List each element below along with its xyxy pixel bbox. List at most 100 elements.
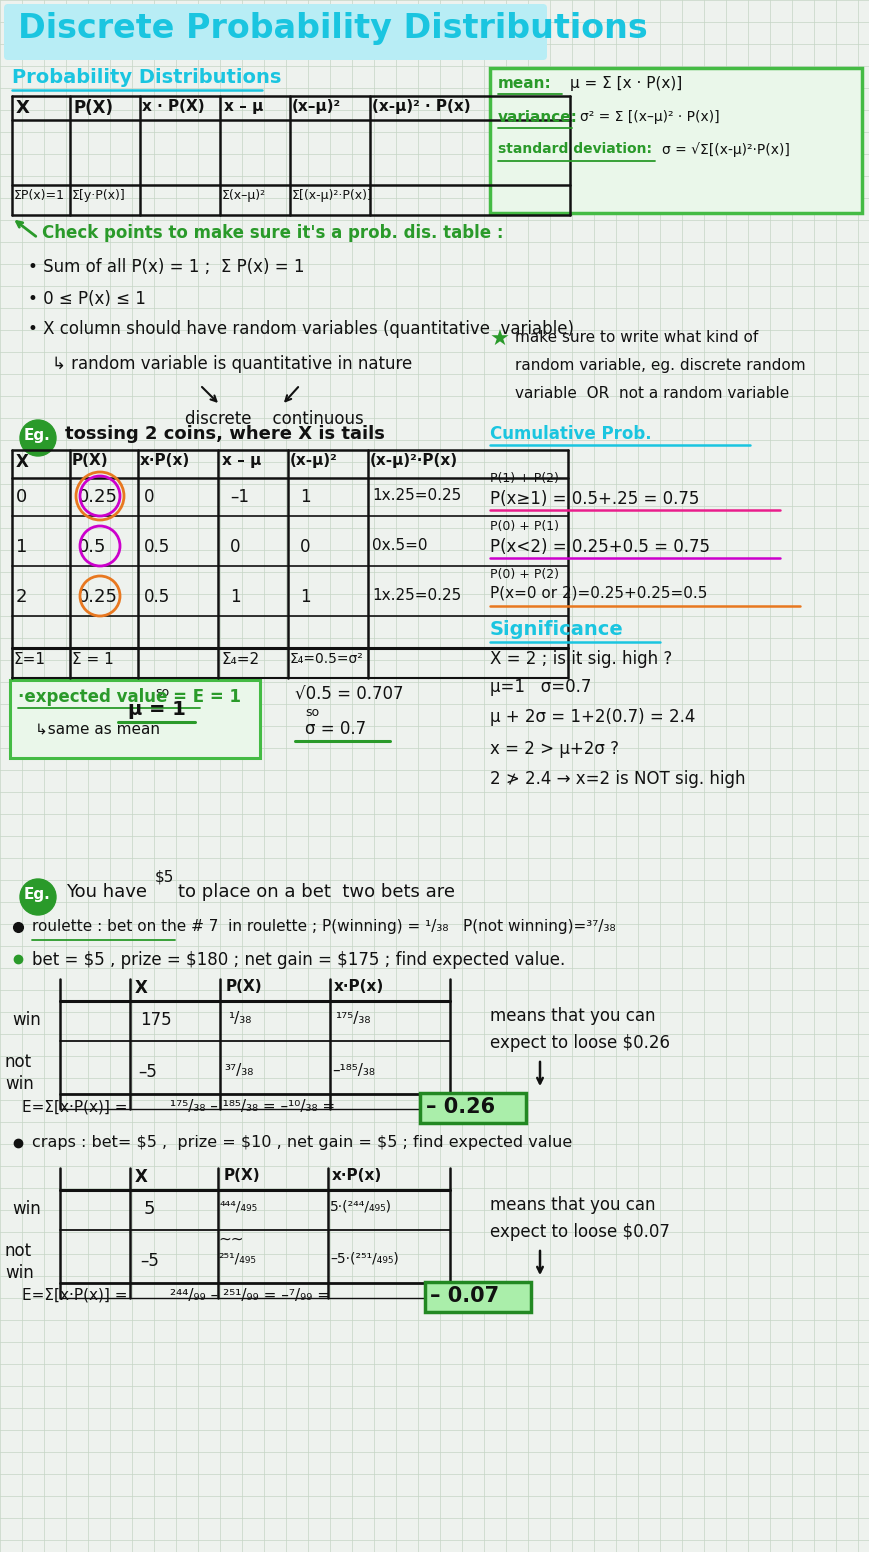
- Text: X = 2 ; is it sig. high ?: X = 2 ; is it sig. high ?: [489, 650, 672, 667]
- Text: σ = 0.7: σ = 0.7: [305, 720, 366, 739]
- Text: variable  OR  not a random variable: variable OR not a random variable: [514, 386, 788, 400]
- Text: ↳ random variable is quantitative in nature: ↳ random variable is quantitative in nat…: [52, 355, 412, 372]
- Text: ²⁴⁴/₉₉ – ²⁵¹/₉₉ = –⁷/₉₉ =: ²⁴⁴/₉₉ – ²⁵¹/₉₉ = –⁷/₉₉ =: [169, 1288, 329, 1304]
- Text: √0.5 = 0.707: √0.5 = 0.707: [295, 686, 403, 705]
- Text: win: win: [5, 1076, 34, 1093]
- Text: 5·(²⁴⁴/₄₉₅): 5·(²⁴⁴/₄₉₅): [329, 1200, 392, 1214]
- Text: Eg.: Eg.: [24, 888, 50, 902]
- Text: μ = Σ [x · P(x)]: μ = Σ [x · P(x)]: [569, 76, 681, 92]
- Text: craps : bet= $5 ,  prize = $10 , net gain = $5 ; find expected value: craps : bet= $5 , prize = $10 , net gain…: [32, 1135, 572, 1150]
- Text: ↳same as mean: ↳same as mean: [35, 722, 160, 737]
- Text: x = 2 > μ+2σ ?: x = 2 > μ+2σ ?: [489, 740, 618, 757]
- Text: x·P(x): x·P(x): [334, 979, 384, 993]
- Text: Σ=1: Σ=1: [14, 652, 46, 667]
- Text: means that you can: means that you can: [489, 1007, 654, 1024]
- Text: not: not: [5, 1242, 32, 1260]
- Text: • Sum of all P(x) = 1 ;  Σ P(x) = 1: • Sum of all P(x) = 1 ; Σ P(x) = 1: [28, 258, 304, 276]
- Text: μ=1   σ=0.7: μ=1 σ=0.7: [489, 678, 591, 695]
- Text: P(X): P(X): [226, 979, 262, 993]
- Text: σ = √Σ[(x-μ)²·P(x)]: σ = √Σ[(x-μ)²·P(x)]: [661, 141, 789, 157]
- Text: P(X): P(X): [72, 453, 109, 469]
- Text: (x-μ)² · P(x): (x-μ)² · P(x): [372, 99, 470, 113]
- Text: Σ₄=2: Σ₄=2: [222, 652, 260, 667]
- Text: – 0.26: – 0.26: [426, 1097, 494, 1117]
- Text: ¹⁷⁵/₃₈: ¹⁷⁵/₃₈: [335, 1010, 370, 1026]
- Text: 0: 0: [144, 487, 155, 506]
- Text: ²⁵¹/₄₉₅: ²⁵¹/₄₉₅: [218, 1252, 255, 1266]
- Text: ⁴⁴⁴/₄₉₅: ⁴⁴⁴/₄₉₅: [220, 1200, 258, 1214]
- Text: X: X: [135, 979, 148, 996]
- Text: X: X: [135, 1169, 148, 1186]
- Text: standard deviation:: standard deviation:: [497, 141, 651, 157]
- Text: discrete    continuous: discrete continuous: [185, 410, 363, 428]
- Text: 1x.25=0.25: 1x.25=0.25: [372, 588, 461, 604]
- Text: Check points to make sure it's a prob. dis. table :: Check points to make sure it's a prob. d…: [42, 223, 503, 242]
- Text: Σ = 1: Σ = 1: [72, 652, 114, 667]
- FancyBboxPatch shape: [489, 68, 861, 213]
- Text: X: X: [16, 453, 29, 470]
- Text: expect to loose $0.07: expect to loose $0.07: [489, 1223, 669, 1242]
- Text: ¹/₃₈: ¹/₃₈: [228, 1010, 251, 1026]
- Text: E=Σ[x·P(x)] =: E=Σ[x·P(x)] =: [22, 1288, 128, 1304]
- Text: 2: 2: [16, 588, 28, 605]
- Text: 0: 0: [229, 539, 240, 556]
- Text: P(0) + P(2): P(0) + P(2): [489, 568, 559, 580]
- Text: 0.25: 0.25: [78, 487, 118, 506]
- Text: (x-μ)²: (x-μ)²: [289, 453, 337, 469]
- Text: (x–μ)²: (x–μ)²: [292, 99, 341, 113]
- Text: 0.5: 0.5: [78, 539, 106, 556]
- Text: 5: 5: [144, 1200, 156, 1218]
- Text: P(0) + P(1): P(0) + P(1): [489, 520, 559, 532]
- Text: 1: 1: [300, 588, 310, 605]
- Text: 1: 1: [16, 539, 27, 556]
- Text: –5·(²⁵¹/₄₉₅): –5·(²⁵¹/₄₉₅): [329, 1252, 398, 1266]
- Text: P(X): P(X): [223, 1169, 261, 1183]
- Text: –¹⁸⁵/₃₈: –¹⁸⁵/₃₈: [332, 1063, 375, 1079]
- Text: E=Σ[x·P(x)] =: E=Σ[x·P(x)] =: [22, 1099, 128, 1114]
- Text: x · P(X): x · P(X): [142, 99, 204, 113]
- Text: P(x<2) = 0.25+0.5 = 0.75: P(x<2) = 0.25+0.5 = 0.75: [489, 539, 709, 556]
- Text: 0.5: 0.5: [144, 539, 170, 556]
- Text: 0.5: 0.5: [144, 588, 170, 605]
- Text: win: win: [5, 1263, 34, 1282]
- Text: P(x=0 or 2)=0.25+0.25=0.5: P(x=0 or 2)=0.25+0.25=0.5: [489, 587, 706, 601]
- Text: 0: 0: [16, 487, 27, 506]
- Text: Discrete Probability Distributions: Discrete Probability Distributions: [18, 12, 647, 45]
- Text: You have: You have: [66, 883, 147, 902]
- Circle shape: [20, 421, 56, 456]
- Text: –1: –1: [229, 487, 249, 506]
- Text: 0x.5=0: 0x.5=0: [372, 539, 427, 553]
- Text: roulette : bet on the # 7  in roulette ; P(winning) = ¹/₃₈   P(not winning)=³⁷/₃: roulette : bet on the # 7 in roulette ; …: [32, 919, 614, 934]
- Text: μ = 1: μ = 1: [128, 700, 186, 719]
- Text: means that you can: means that you can: [489, 1197, 654, 1214]
- FancyBboxPatch shape: [420, 1093, 526, 1124]
- Text: P(x≥1) = 0.5+.25 = 0.75: P(x≥1) = 0.5+.25 = 0.75: [489, 490, 699, 508]
- Text: win: win: [12, 1010, 41, 1029]
- Text: ¹⁷⁵/₃₈ – ¹⁸⁵/₃₈ = –¹⁰/₃₈ =: ¹⁷⁵/₃₈ – ¹⁸⁵/₃₈ = –¹⁰/₃₈ =: [169, 1099, 335, 1114]
- Text: 1: 1: [300, 487, 310, 506]
- Text: • X column should have random variables (quantitative  variable): • X column should have random variables …: [28, 320, 574, 338]
- Text: Σ₄=0.5=σ²: Σ₄=0.5=σ²: [289, 652, 363, 666]
- Text: make sure to write what kind of: make sure to write what kind of: [514, 331, 758, 345]
- Text: mean:: mean:: [497, 76, 551, 92]
- Text: Cumulative Prob.: Cumulative Prob.: [489, 425, 651, 442]
- Text: – 0.07: – 0.07: [429, 1287, 499, 1305]
- Text: • 0 ≤ P(x) ≤ 1: • 0 ≤ P(x) ≤ 1: [28, 290, 146, 307]
- Text: x – μ: x – μ: [222, 453, 261, 469]
- Text: –5: –5: [140, 1252, 159, 1270]
- Text: X: X: [16, 99, 30, 116]
- Text: Eg.: Eg.: [24, 428, 50, 442]
- Text: Σ(x–μ)²: Σ(x–μ)²: [222, 189, 266, 202]
- Text: so: so: [305, 706, 319, 719]
- Text: x – μ: x – μ: [223, 99, 263, 113]
- Text: ³⁷/₃₈: ³⁷/₃₈: [223, 1063, 253, 1079]
- Text: Significance: Significance: [489, 619, 623, 639]
- Text: ΣP(x)=1: ΣP(x)=1: [14, 189, 65, 202]
- Text: not: not: [5, 1052, 32, 1071]
- Text: 2 ≯ 2.4 → x=2 is NOT sig. high: 2 ≯ 2.4 → x=2 is NOT sig. high: [489, 770, 745, 788]
- Text: x·P(x): x·P(x): [332, 1169, 381, 1183]
- Text: random variable, eg. discrete random: random variable, eg. discrete random: [514, 359, 805, 372]
- FancyBboxPatch shape: [425, 1282, 530, 1311]
- Text: expect to loose $0.26: expect to loose $0.26: [489, 1034, 669, 1052]
- Text: ★: ★: [489, 331, 509, 351]
